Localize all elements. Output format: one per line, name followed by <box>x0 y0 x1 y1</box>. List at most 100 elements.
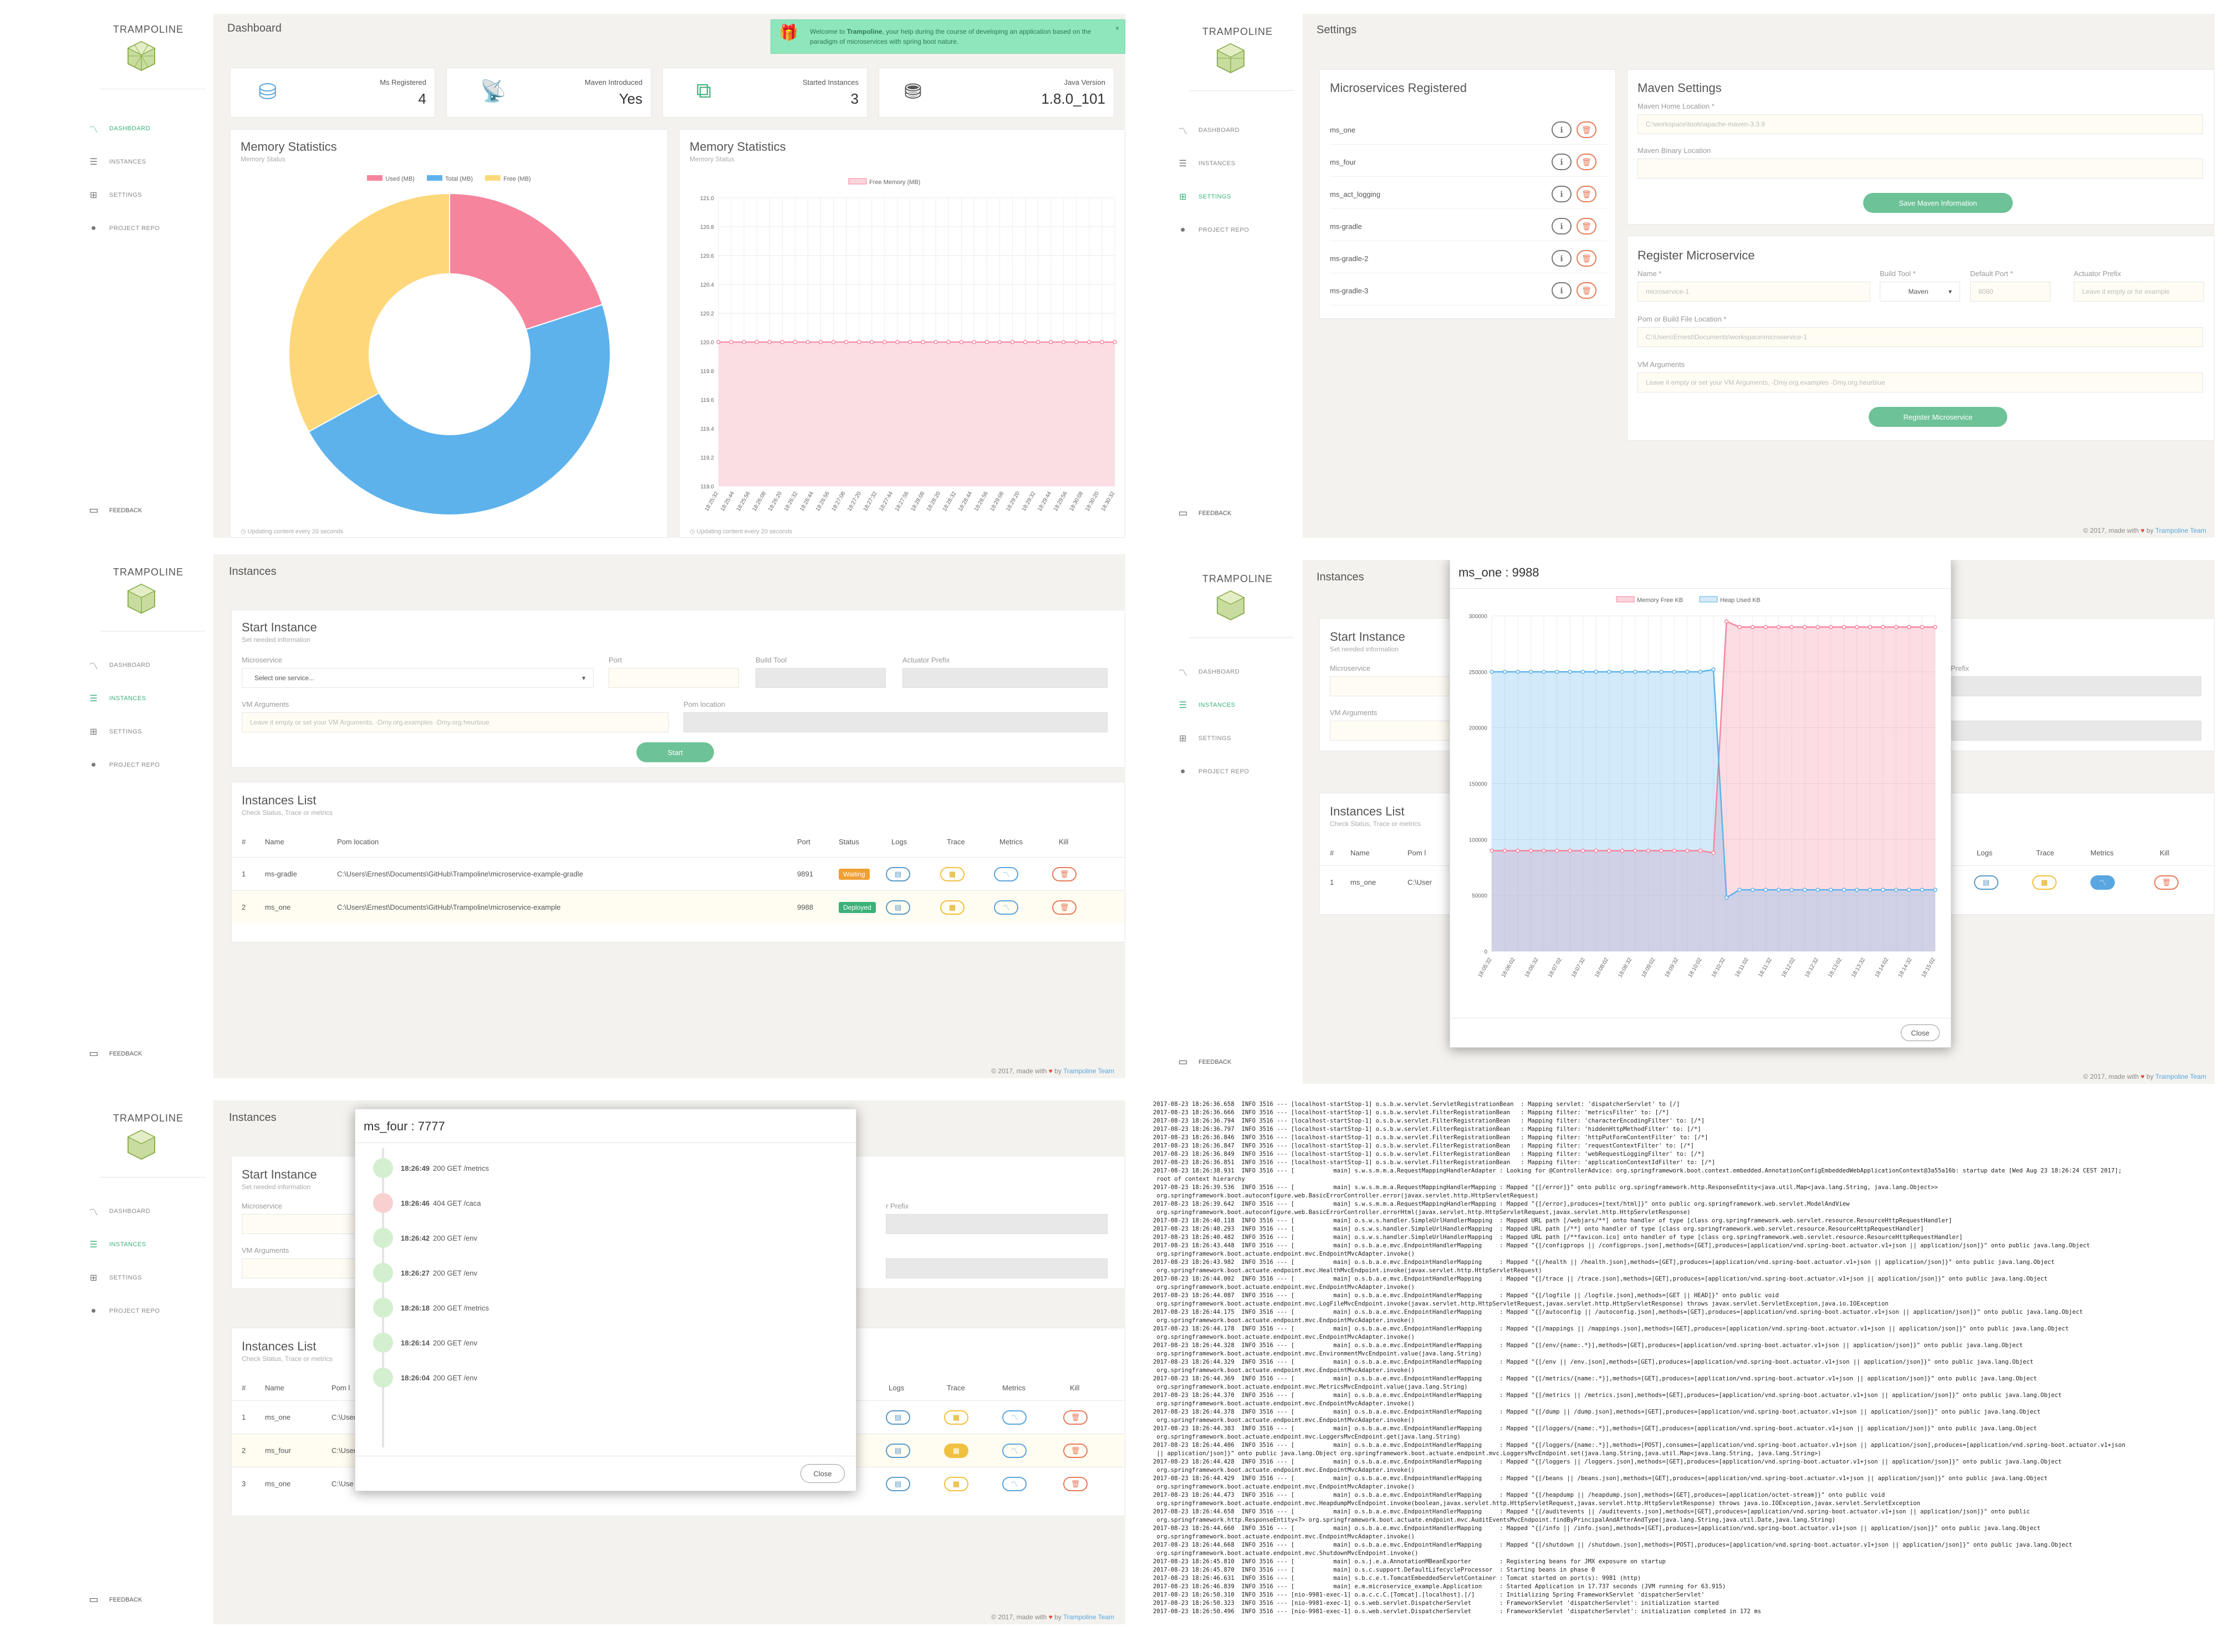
maven-binary-input[interactable] <box>1638 159 2203 179</box>
metrics-button[interactable]: 〽 <box>1002 1476 1027 1491</box>
kill-button[interactable]: 🗑 <box>1063 1476 1088 1491</box>
metrics-button[interactable]: 〽 <box>1002 1410 1027 1425</box>
nav-project-repo[interactable]: ● PROJECT REPO <box>86 222 160 235</box>
nav-instances[interactable]: ☰ INSTANCES <box>86 1238 146 1251</box>
delete-button[interactable]: 🗑 <box>1577 250 1596 267</box>
actuator-prefix-input <box>886 1214 1108 1234</box>
build-tool-select[interactable]: Maven ▾ <box>1880 282 1960 302</box>
logs-button[interactable]: ▤ <box>886 1476 910 1491</box>
name-input[interactable]: microservice-1 <box>1638 282 1870 302</box>
legend-swatch <box>1699 596 1718 603</box>
footer-team-link[interactable]: Trampoline Team <box>1063 1613 1114 1621</box>
nav-project-repo[interactable]: ● PROJECT REPO <box>86 758 160 772</box>
logs-button[interactable]: ▤ <box>886 1410 910 1425</box>
logs-button[interactable]: ▤ <box>1974 875 1998 890</box>
nav-project-repo[interactable]: ● PROJECT REPO <box>1175 223 1249 237</box>
nav-dashboard[interactable]: 〽 DASHBOARD <box>86 1205 150 1218</box>
microservice-select[interactable]: Select one service... ▾ <box>242 668 594 688</box>
nav-instances[interactable]: ☰ INSTANCES <box>86 155 146 169</box>
metrics-button[interactable]: 〽 <box>994 866 1018 881</box>
footer-team-link[interactable]: Trampoline Team <box>1063 1067 1114 1075</box>
x-tick-label: 18:28:44 <box>957 491 973 513</box>
line-chart-icon: 〽 <box>1002 904 1010 912</box>
close-icon[interactable]: × <box>1115 24 1119 32</box>
feedback-link[interactable]: ▭ FEEDBACK <box>1175 507 1231 519</box>
info-button[interactable]: ℹ <box>1552 154 1572 170</box>
nav-instances[interactable]: ☰ INSTANCES <box>86 692 146 705</box>
kill-button[interactable]: 🗑 <box>1063 1443 1088 1458</box>
port-input[interactable]: 8080 <box>1970 282 2050 302</box>
delete-button[interactable]: 🗑 <box>1577 218 1596 234</box>
kill-button[interactable]: 🗑 <box>1052 900 1077 915</box>
feedback-link[interactable]: ▭ FEEDBACK <box>1175 1056 1231 1068</box>
col-pom: Pom l <box>1407 849 1426 857</box>
vm-arguments-input[interactable]: Leave it empty or set your VM Arguments,… <box>1638 373 2203 392</box>
footer-team-link[interactable]: Trampoline Team <box>2155 527 2206 534</box>
logs-button[interactable]: ▤ <box>886 900 910 915</box>
info-button[interactable]: ℹ <box>1552 218 1572 234</box>
pom-location-input[interactable]: C:\Users\Ernest\Documents\workspace\micr… <box>1638 327 2203 347</box>
nav-settings[interactable]: ⊞ SETTINGS <box>86 188 142 202</box>
feedback-link[interactable]: ▭ FEEDBACK <box>86 504 142 516</box>
delete-button[interactable]: 🗑 <box>1577 186 1596 202</box>
nav-settings[interactable]: ⊞ SETTINGS <box>86 1271 142 1284</box>
logs-button[interactable]: ▤ <box>886 866 910 881</box>
logs-button[interactable]: ▤ <box>886 1443 910 1458</box>
nav-dashboard[interactable]: 〽 DASHBOARD <box>86 122 150 135</box>
close-button[interactable]: Close <box>1901 1024 1940 1041</box>
info-button[interactable]: ℹ <box>1552 282 1572 299</box>
trace-button[interactable]: ▦ <box>944 1410 968 1425</box>
trace-button[interactable]: ▦ <box>944 1476 968 1491</box>
nav-instances[interactable]: ☰ INSTANCES <box>1175 157 1236 170</box>
start-button[interactable]: Start <box>636 742 714 762</box>
kill-button[interactable]: 🗑 <box>1052 866 1077 881</box>
stat-label: Started Instances <box>802 78 859 86</box>
nav-instances[interactable]: ☰ INSTANCES <box>1175 698 1236 712</box>
info-button[interactable]: ℹ <box>1552 186 1572 202</box>
trace-button[interactable]: ▦ <box>940 900 965 915</box>
delete-button[interactable]: 🗑 <box>1577 282 1596 299</box>
info-button[interactable]: ℹ <box>1552 121 1572 138</box>
nav-dashboard[interactable]: 〽 DASHBOARD <box>86 659 150 672</box>
feedback-link[interactable]: ▭ FEEDBACK <box>86 1048 142 1059</box>
delete-button[interactable]: 🗑 <box>1577 154 1596 170</box>
nav-settings[interactable]: ⊞ SETTINGS <box>86 725 142 738</box>
metrics-button[interactable]: 〽 <box>994 900 1018 915</box>
log-line: 2017-08-23 18:26:36.846 INFO 3516 --- [l… <box>1153 1134 1708 1141</box>
trace-button[interactable]: ▦ <box>2032 875 2057 890</box>
card-subtitle: Memory Status <box>690 155 734 163</box>
port-input[interactable] <box>609 668 739 688</box>
save-maven-button[interactable]: Save Maven Information <box>1863 193 2013 213</box>
nav-settings[interactable]: ⊞ SETTINGS <box>1175 190 1231 203</box>
x-tick-label: 18:26:20 <box>767 491 783 513</box>
microservice-row: ms-gradle ℹ 🗑 <box>1330 213 1607 241</box>
x-tick-label: 18:06:02 <box>1501 957 1517 979</box>
page-title: Instances <box>229 565 277 578</box>
data-point <box>1659 670 1664 674</box>
feedback-link[interactable]: ▭ FEEDBACK <box>86 1594 142 1605</box>
nav-dashboard[interactable]: 〽 DASHBOARD <box>1175 665 1239 679</box>
nav-project-repo[interactable]: ● PROJECT REPO <box>1175 765 1249 778</box>
metrics-button[interactable]: 〽 <box>2090 875 2115 890</box>
nav-project-repo[interactable]: ● PROJECT REPO <box>86 1304 160 1318</box>
vm-arguments-input[interactable]: Leave it empty or set your VM Arguments,… <box>242 712 669 732</box>
feedback-label: FEEDBACK <box>109 507 142 514</box>
delete-button[interactable]: 🗑 <box>1577 121 1596 138</box>
footer-team-link[interactable]: Trampoline Team <box>2155 1073 2206 1080</box>
register-microservice-button[interactable]: Register Microservice <box>1869 407 2007 427</box>
info-button[interactable]: ℹ <box>1552 250 1572 267</box>
maven-home-input[interactable]: C:\workspace\tools\apache-maven-3.3.9 <box>1638 114 2203 134</box>
nav-dashboard[interactable]: 〽 DASHBOARD <box>1175 124 1239 137</box>
close-button[interactable]: Close <box>800 1464 845 1483</box>
trace-icon: ▦ <box>952 1479 960 1488</box>
info-icon: ℹ <box>1560 285 1563 295</box>
trace-button[interactable]: ▦ <box>944 1443 968 1458</box>
metrics-button[interactable]: 〽 <box>1002 1443 1027 1458</box>
trace-button[interactable]: ▦ <box>940 866 965 881</box>
kill-button[interactable]: 🗑 <box>2154 875 2179 890</box>
actuator-prefix-input[interactable]: Leave it empty or for example <box>2074 282 2204 302</box>
x-tick-label: 18:13:32 <box>1850 957 1866 979</box>
kill-button[interactable]: 🗑 <box>1063 1410 1088 1425</box>
nav-settings[interactable]: ⊞ SETTINGS <box>1175 732 1231 745</box>
data-point <box>1776 888 1781 892</box>
